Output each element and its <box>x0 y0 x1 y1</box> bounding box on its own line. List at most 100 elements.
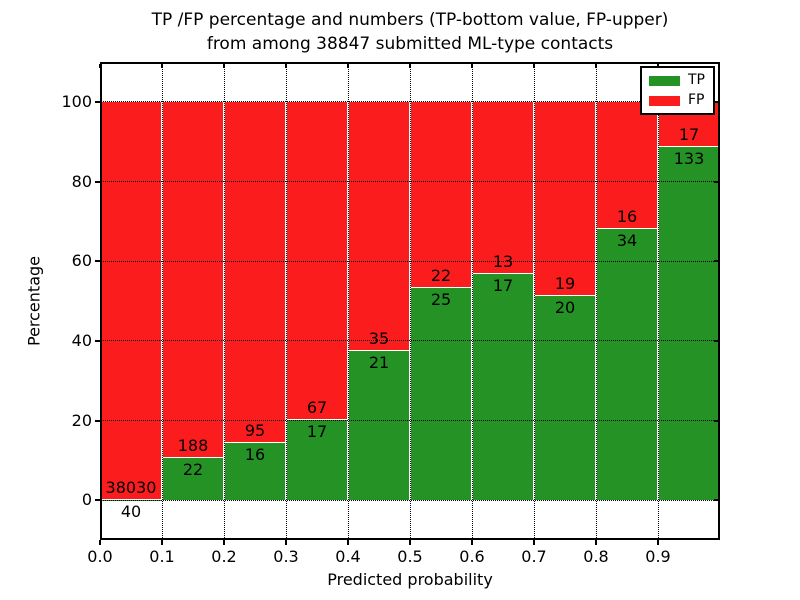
bar-fp-segment <box>411 101 471 288</box>
x-axis-label: Predicted probability <box>327 570 493 589</box>
bar-fp-segment <box>225 101 285 442</box>
bar-tp-segment <box>163 458 223 501</box>
legend-label-tp: TP <box>688 72 705 88</box>
x-tick-mark-top <box>285 64 287 68</box>
fp-count-label: 13 <box>492 252 514 272</box>
x-tick-label: 0.6 <box>459 547 485 566</box>
x-tick-mark <box>409 540 411 545</box>
x-tick-mark <box>99 540 101 545</box>
y-tick-mark-right <box>714 419 718 422</box>
x-tick-mark <box>533 540 535 545</box>
y-tick-mark <box>95 419 100 422</box>
x-tick-mark-top <box>471 64 473 68</box>
y-tick-mark <box>95 260 100 263</box>
gridline-v <box>657 62 659 540</box>
gridline-h <box>100 420 720 421</box>
gridline-v <box>533 62 535 540</box>
fp-count-label: 95 <box>244 420 266 440</box>
gridline-v <box>285 62 287 540</box>
x-tick-label: 0.2 <box>211 547 237 566</box>
y-tick-label: 80 <box>71 171 92 191</box>
x-tick-label: 0.5 <box>397 547 423 566</box>
y-tick-label: 40 <box>71 330 92 350</box>
bar-fp-segment <box>163 101 223 458</box>
x-tick-label: 0.7 <box>521 547 547 566</box>
x-tick-mark <box>347 540 349 545</box>
gridline-v <box>471 62 473 540</box>
fp-count-label: 16 <box>616 207 638 227</box>
chart-title: TP /FP percentage and numbers (TP-bottom… <box>100 8 720 56</box>
y-tick-mark <box>95 180 100 183</box>
plot-area: Percentage Predicted probability TP FP 3… <box>25 62 720 589</box>
x-tick-label: 0.3 <box>273 547 299 566</box>
bar-tp-segment <box>287 419 347 501</box>
gridline-h <box>100 499 720 501</box>
tp-count-label: 16 <box>244 444 266 464</box>
gridline-h <box>100 181 720 182</box>
gridline-v <box>347 62 349 540</box>
tp-count-label: 40 <box>120 501 142 521</box>
x-tick-mark-top <box>595 64 597 68</box>
fp-count-label: 35 <box>368 328 390 348</box>
y-tick-mark-right <box>714 260 718 263</box>
bar-fp-segment <box>349 101 409 350</box>
fp-count-label: 19 <box>554 273 576 293</box>
x-tick-mark <box>223 540 225 545</box>
y-tick-mark <box>95 339 100 342</box>
legend-swatch-fp <box>649 95 680 106</box>
bar-fp-segment <box>535 101 595 295</box>
fp-count-label: 188 <box>177 436 209 456</box>
chart-title-line2: from among 38847 submitted ML-type conta… <box>206 34 614 54</box>
x-tick-label: 0.0 <box>87 547 113 566</box>
x-tick-mark-top <box>99 64 101 68</box>
right-spine <box>718 62 720 540</box>
legend-label-fp: FP <box>688 92 705 108</box>
y-tick-mark-right <box>714 180 718 183</box>
bar-fp-segment <box>473 101 533 274</box>
y-tick-mark-right <box>714 339 718 342</box>
gridline-v <box>595 62 597 540</box>
tp-count-label: 34 <box>616 231 638 251</box>
gridline-v <box>409 62 411 540</box>
gridline-h <box>100 101 720 103</box>
y-tick-label: 0 <box>81 490 92 510</box>
gridline-h <box>100 340 720 342</box>
tp-count-label: 25 <box>430 290 452 310</box>
y-tick-label: 20 <box>71 410 92 430</box>
legend-entry-tp: TP <box>649 73 705 88</box>
bar-tp-segment <box>597 229 657 501</box>
x-tick-mark-top <box>347 64 349 68</box>
tp-count-label: 21 <box>368 352 390 372</box>
bar-fp-segment <box>101 101 161 499</box>
y-tick-mark-right <box>714 100 718 103</box>
gridline-h <box>100 260 720 262</box>
x-tick-label: 0.8 <box>583 547 609 566</box>
x-tick-mark-top <box>161 64 163 68</box>
tp-count-label: 133 <box>673 148 705 168</box>
bar-tp-segment <box>473 274 533 501</box>
x-tick-mark-top <box>533 64 535 68</box>
x-tick-label: 0.1 <box>149 547 175 566</box>
fp-count-label: 38030 <box>105 477 157 497</box>
gridline-v <box>161 62 163 540</box>
bar-fp-segment <box>597 101 657 229</box>
y-tick-label: 100 <box>61 91 92 111</box>
y-tick-mark <box>95 100 100 103</box>
x-tick-label: 0.9 <box>645 547 671 566</box>
y-tick-label: 60 <box>71 251 92 271</box>
bar-tp-segment <box>411 288 471 501</box>
tp-count-label: 17 <box>306 421 328 441</box>
bar-tp-segment <box>225 442 285 501</box>
tp-count-label: 20 <box>554 297 576 317</box>
tp-count-label: 17 <box>492 276 514 296</box>
gridline-v <box>223 62 225 540</box>
top-spine <box>100 62 720 64</box>
fp-count-label: 17 <box>678 124 700 144</box>
x-tick-mark <box>595 540 597 545</box>
legend-swatch-tp <box>649 75 680 86</box>
bar-tp-segment <box>659 146 719 501</box>
left-spine <box>100 62 102 540</box>
fp-count-label: 67 <box>306 397 328 417</box>
legend-entry-fp: FP <box>649 93 705 108</box>
